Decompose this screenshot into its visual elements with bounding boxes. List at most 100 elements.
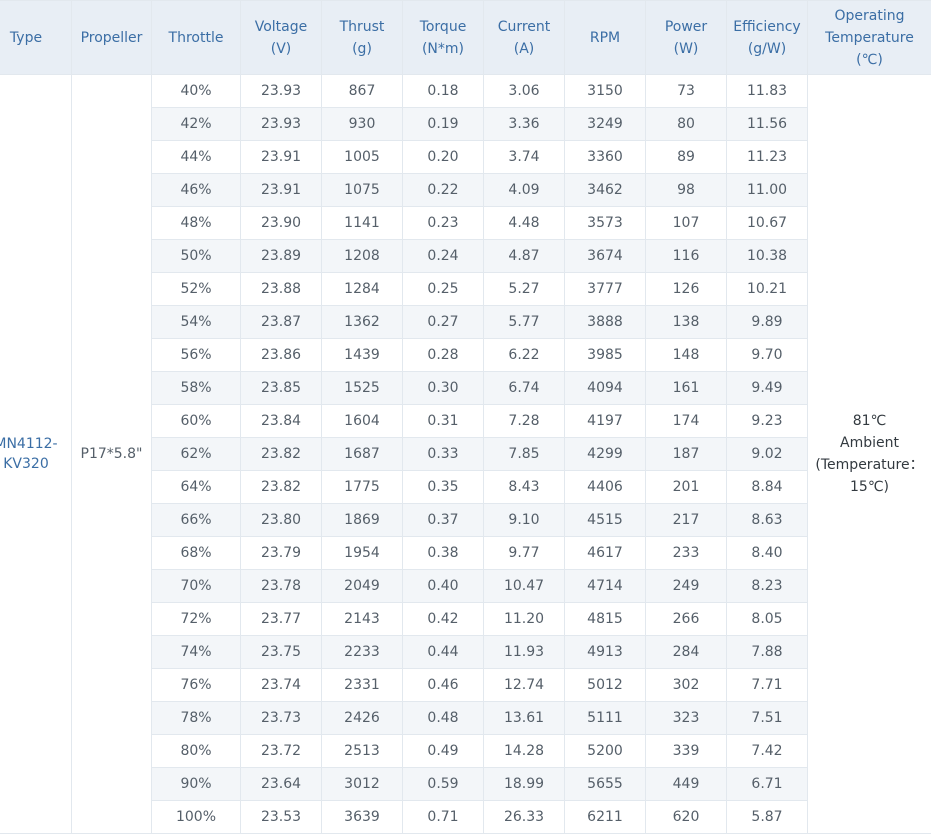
rpm-cell: 3249 — [564, 107, 646, 141]
table-row: 80% 23.72 2513 0.49 14.28 5200 339 7.42 — [0, 734, 931, 768]
power-cell: 449 — [645, 767, 727, 801]
power-cell: 323 — [645, 701, 727, 735]
efficiency-cell: 6.71 — [726, 767, 808, 801]
table-row: 56% 23.86 1439 0.28 6.22 3985 148 9.70 — [0, 338, 931, 372]
efficiency-cell: 9.49 — [726, 371, 808, 405]
current-cell: 9.10 — [483, 503, 565, 537]
efficiency-cell: 9.23 — [726, 404, 808, 438]
rpm-cell: 3150 — [564, 74, 646, 108]
voltage-cell: 23.84 — [240, 404, 322, 438]
voltage-cell: 23.79 — [240, 536, 322, 570]
rpm-cell: 3888 — [564, 305, 646, 339]
header-temperature: Operating Temperature (℃) — [807, 0, 931, 75]
table-body: MN4112- KV320 P17*5.8" 40% 23.93 867 0.18 3.06 3… — [0, 74, 931, 834]
throttle-cell: 62% — [151, 437, 241, 471]
table-row: 74% 23.75 2233 0.44 11.93 4913 284 7.88 — [0, 635, 931, 669]
efficiency-cell: 7.42 — [726, 734, 808, 768]
rpm-cell: 4714 — [564, 569, 646, 603]
torque-cell: 0.37 — [402, 503, 484, 537]
header-torque-label: Torque (N*m) — [419, 18, 467, 57]
thrust-cell: 2049 — [321, 569, 403, 603]
thrust-cell: 1284 — [321, 272, 403, 306]
current-cell: 7.28 — [483, 404, 565, 438]
efficiency-cell: 7.88 — [726, 635, 808, 669]
header-propeller: Propeller — [71, 0, 152, 75]
current-cell: 26.33 — [483, 800, 565, 834]
torque-cell: 0.23 — [402, 206, 484, 240]
header-thrust-label: Thrust (g) — [339, 18, 385, 57]
torque-cell: 0.59 — [402, 767, 484, 801]
rpm-cell: 3573 — [564, 206, 646, 240]
header-type-label: Type — [9, 29, 43, 46]
table-row: 64% 23.82 1775 0.35 8.43 4406 201 8.84 — [0, 470, 931, 504]
rpm-cell: 3462 — [564, 173, 646, 207]
power-cell: 148 — [645, 338, 727, 372]
header-power: Power (W) — [645, 0, 727, 75]
voltage-cell: 23.64 — [240, 767, 322, 801]
voltage-cell: 23.93 — [240, 74, 322, 108]
thrust-cell: 2513 — [321, 734, 403, 768]
current-cell: 4.09 — [483, 173, 565, 207]
current-cell: 4.48 — [483, 206, 565, 240]
thrust-cell: 1525 — [321, 371, 403, 405]
efficiency-cell: 9.70 — [726, 338, 808, 372]
table-row: 90% 23.64 3012 0.59 18.99 5655 449 6.71 — [0, 767, 931, 801]
efficiency-cell: 8.84 — [726, 470, 808, 504]
voltage-cell: 23.82 — [240, 470, 322, 504]
header-voltage-label: Voltage (V) — [254, 18, 308, 57]
header-current: Current (A) — [483, 0, 565, 75]
current-cell: 5.27 — [483, 272, 565, 306]
thrust-cell: 1604 — [321, 404, 403, 438]
thrust-cell: 1775 — [321, 470, 403, 504]
thrust-cell: 3012 — [321, 767, 403, 801]
voltage-cell: 23.93 — [240, 107, 322, 141]
power-cell: 284 — [645, 635, 727, 669]
table-row: 60% 23.84 1604 0.31 7.28 4197 174 9.23 — [0, 404, 931, 438]
throttle-cell: 60% — [151, 404, 241, 438]
torque-cell: 0.49 — [402, 734, 484, 768]
rpm-cell: 3674 — [564, 239, 646, 273]
throttle-cell: 80% — [151, 734, 241, 768]
voltage-cell: 23.72 — [240, 734, 322, 768]
thrust-cell: 2331 — [321, 668, 403, 702]
throttle-cell: 72% — [151, 602, 241, 636]
power-cell: 107 — [645, 206, 727, 240]
thrust-cell: 1439 — [321, 338, 403, 372]
table-row: 62% 23.82 1687 0.33 7.85 4299 187 9.02 — [0, 437, 931, 471]
thrust-cell: 930 — [321, 107, 403, 141]
thrust-cell: 1075 — [321, 173, 403, 207]
voltage-cell: 23.90 — [240, 206, 322, 240]
header-type: Type — [0, 0, 72, 75]
torque-cell: 0.40 — [402, 569, 484, 603]
efficiency-cell: 8.40 — [726, 536, 808, 570]
torque-cell: 0.20 — [402, 140, 484, 174]
thrust-cell: 3639 — [321, 800, 403, 834]
table-row: 68% 23.79 1954 0.38 9.77 4617 233 8.40 — [0, 536, 931, 570]
rpm-cell: 4515 — [564, 503, 646, 537]
efficiency-cell: 8.05 — [726, 602, 808, 636]
rpm-cell: 6211 — [564, 800, 646, 834]
throttle-cell: 66% — [151, 503, 241, 537]
torque-cell: 0.31 — [402, 404, 484, 438]
voltage-cell: 23.82 — [240, 437, 322, 471]
current-cell: 12.74 — [483, 668, 565, 702]
voltage-cell: 23.75 — [240, 635, 322, 669]
thrust-cell: 1005 — [321, 140, 403, 174]
table-row: MN4112- KV320 P17*5.8" 40% 23.93 867 0.18 3.06 3… — [0, 74, 931, 834]
header-torque: Torque (N*m) — [402, 0, 484, 75]
torque-cell: 0.71 — [402, 800, 484, 834]
torque-cell: 0.22 — [402, 173, 484, 207]
torque-cell: 0.18 — [402, 74, 484, 108]
throttle-cell: 40% — [151, 74, 241, 108]
table-row: 52% 23.88 1284 0.25 5.27 3777 126 10.21 — [0, 272, 931, 306]
power-cell: 98 — [645, 173, 727, 207]
voltage-cell: 23.80 — [240, 503, 322, 537]
current-cell: 6.22 — [483, 338, 565, 372]
rpm-cell: 4815 — [564, 602, 646, 636]
torque-cell: 0.19 — [402, 107, 484, 141]
rpm-cell: 4617 — [564, 536, 646, 570]
torque-cell: 0.44 — [402, 635, 484, 669]
current-cell: 3.36 — [483, 107, 565, 141]
efficiency-cell: 11.23 — [726, 140, 808, 174]
rpm-cell: 4406 — [564, 470, 646, 504]
